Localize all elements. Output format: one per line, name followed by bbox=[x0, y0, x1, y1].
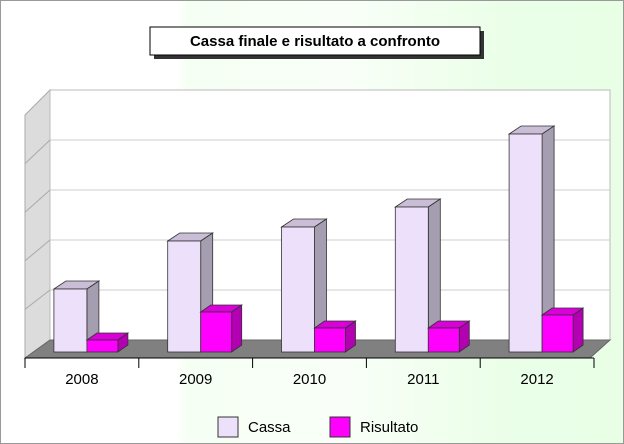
x-tick-label: 2009 bbox=[179, 371, 212, 388]
bar bbox=[167, 240, 202, 353]
side-wall bbox=[24, 88, 51, 359]
bar bbox=[394, 206, 429, 353]
bar bbox=[86, 339, 119, 353]
x-tick-label: 2008 bbox=[65, 371, 98, 388]
bar bbox=[200, 311, 233, 353]
legend-label: Cassa bbox=[248, 419, 291, 436]
bar-side bbox=[572, 307, 584, 353]
bar bbox=[53, 288, 88, 353]
x-tick-label: 2012 bbox=[520, 371, 553, 388]
legend-swatch bbox=[329, 416, 351, 438]
grid-line bbox=[24, 139, 51, 164]
grid-line bbox=[24, 289, 51, 310]
bar-side bbox=[231, 304, 243, 353]
chart-title: Cassa finale e risultato a confronto bbox=[190, 33, 440, 50]
grid-line bbox=[24, 239, 51, 262]
bar bbox=[281, 226, 315, 353]
x-tick-label: 2011 bbox=[407, 371, 439, 388]
x-tick-label: 2010 bbox=[293, 371, 326, 388]
bar bbox=[541, 314, 574, 353]
bar bbox=[314, 327, 346, 353]
grid-line bbox=[24, 189, 51, 213]
bar bbox=[427, 327, 460, 353]
title-box bbox=[149, 26, 481, 56]
legend-label: Risultato bbox=[360, 419, 418, 436]
bar bbox=[508, 133, 543, 353]
legend-swatch bbox=[217, 416, 239, 438]
